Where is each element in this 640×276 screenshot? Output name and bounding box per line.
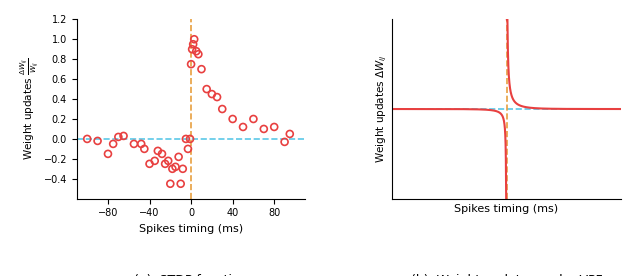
Point	[259, 127, 269, 131]
Point	[183, 147, 193, 151]
Point	[280, 140, 290, 144]
Point	[248, 117, 259, 121]
Point	[285, 132, 295, 136]
X-axis label: Spikes timing (ms): Spikes timing (ms)	[139, 224, 243, 234]
Point	[185, 137, 195, 141]
Point	[92, 139, 102, 143]
Point	[160, 162, 170, 166]
Point	[217, 107, 227, 111]
Point	[196, 67, 207, 71]
Point	[108, 142, 118, 146]
Point	[170, 164, 180, 169]
Point	[129, 142, 139, 146]
Point	[145, 162, 155, 166]
Text: (b)  Weight updates under VPF: (b) Weight updates under VPF	[411, 274, 602, 276]
Point	[118, 134, 129, 138]
Point	[212, 95, 222, 99]
Point	[82, 137, 92, 141]
Point	[191, 49, 202, 54]
Point	[140, 147, 150, 151]
Point	[136, 142, 147, 146]
Point	[173, 155, 184, 159]
Point	[157, 152, 167, 156]
Point	[153, 149, 163, 153]
Point	[103, 152, 113, 156]
Point	[150, 159, 160, 163]
Point	[238, 125, 248, 129]
Point	[175, 182, 186, 186]
Point	[269, 125, 279, 129]
Y-axis label: Weight updates $\frac{\Delta W_{ij}}{W_{ij}}$: Weight updates $\frac{\Delta W_{ij}}{W_{…	[18, 58, 41, 160]
Point	[193, 52, 204, 56]
X-axis label: Spikes timing (ms): Spikes timing (ms)	[454, 204, 559, 214]
Point	[180, 137, 191, 141]
Point	[165, 182, 175, 186]
Point	[228, 117, 238, 121]
Point	[113, 135, 124, 139]
Point	[167, 167, 177, 171]
Point	[202, 87, 212, 91]
Y-axis label: Weight updates $\Delta W_{ij}$: Weight updates $\Delta W_{ij}$	[375, 55, 390, 163]
Point	[186, 62, 196, 67]
Point	[178, 167, 188, 171]
Point	[163, 159, 173, 163]
Point	[188, 42, 198, 46]
Point	[207, 92, 217, 96]
Text: (a)  STDP function: (a) STDP function	[134, 274, 248, 276]
Point	[187, 47, 197, 51]
Point	[189, 37, 199, 41]
